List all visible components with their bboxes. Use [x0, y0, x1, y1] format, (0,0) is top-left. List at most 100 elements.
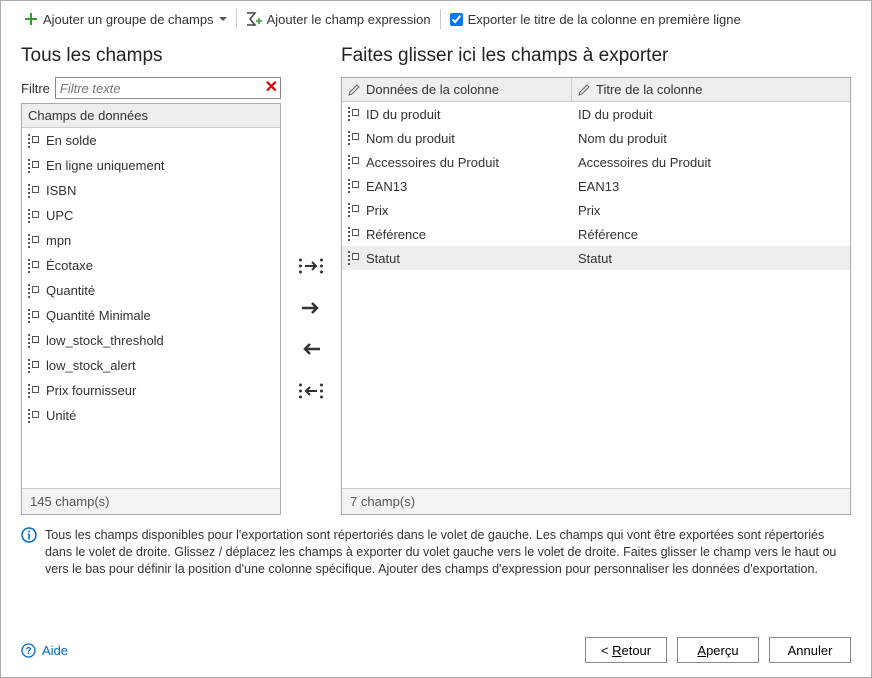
drag-handle-icon[interactable]	[28, 284, 40, 298]
drag-handle-icon[interactable]	[28, 259, 40, 273]
right-header: Données de la colonne Titre de la colonn…	[342, 78, 850, 102]
right-panel: Faites glisser ici les champs à exporter…	[341, 45, 851, 515]
col-title-label: Titre de la colonne	[596, 82, 702, 97]
export-title-checkbox-wrap[interactable]: Exporter le titre de la colonne en premi…	[447, 10, 744, 29]
row-data-label: Référence	[366, 227, 426, 242]
row-title-label: Référence	[578, 227, 638, 242]
pencil-icon	[348, 84, 360, 96]
list-item-label: mpn	[46, 233, 71, 248]
drag-handle-icon[interactable]	[348, 155, 360, 169]
row-title-label: Prix	[578, 203, 600, 218]
export-title-label: Exporter le titre de la colonne en premi…	[468, 12, 741, 27]
main-area: Tous les champs Filtre ✕ Champs de donné…	[1, 35, 871, 515]
row-title-label: Accessoires du Produit	[578, 155, 711, 170]
drag-handle-icon[interactable]	[348, 107, 360, 121]
left-group-header: Champs de données	[22, 104, 280, 128]
list-item[interactable]: Unité	[22, 403, 280, 428]
row-data-label: Accessoires du Produit	[366, 155, 499, 170]
list-item-label: Prix fournisseur	[46, 383, 136, 398]
drag-handle-icon[interactable]	[28, 359, 40, 373]
table-row[interactable]: ID du produitID du produit	[342, 102, 850, 126]
info-text: Tous les champs disponibles pour l'expor…	[45, 527, 851, 578]
cancel-button[interactable]: Annuler	[769, 637, 851, 663]
table-row[interactable]: EAN13 EAN13	[342, 174, 850, 198]
row-data-label: EAN13	[366, 179, 407, 194]
help-link[interactable]: ? Aide	[21, 643, 68, 658]
row-title-label: Statut	[578, 251, 612, 266]
left-list-body[interactable]: En solde En ligne uniquement ISBN UPC mpn Éco…	[22, 128, 280, 488]
left-panel-title: Tous les champs	[21, 45, 281, 67]
list-item-label: Unité	[46, 408, 76, 423]
list-item-label: En ligne uniquement	[46, 158, 165, 173]
row-data-label: Nom du produit	[366, 131, 455, 146]
drag-handle-icon[interactable]	[348, 203, 360, 217]
row-data-label: Statut	[366, 251, 400, 266]
list-item[interactable]: mpn	[22, 228, 280, 253]
drag-handle-icon[interactable]	[28, 409, 40, 423]
transfer-buttons	[281, 45, 341, 515]
list-item-label: UPC	[46, 208, 73, 223]
left-listbox: Champs de données En solde En ligne uniqu…	[21, 103, 281, 515]
clear-filter-icon[interactable]: ✕	[265, 79, 278, 97]
drag-handle-icon[interactable]	[28, 209, 40, 223]
list-item[interactable]: low_stock_threshold	[22, 328, 280, 353]
help-label: Aide	[42, 643, 68, 658]
list-item-label: Écotaxe	[46, 258, 93, 273]
row-title-label: EAN13	[578, 179, 619, 194]
table-row[interactable]: Accessoires du Produit Accessoires du Pro…	[342, 150, 850, 174]
preview-button[interactable]: Aperçu	[677, 637, 759, 663]
list-item[interactable]: En ligne uniquement	[22, 153, 280, 178]
table-row[interactable]: Nom du produit Nom du produit	[342, 126, 850, 150]
back-button[interactable]: < Retour	[585, 637, 667, 663]
drag-handle-icon[interactable]	[348, 251, 360, 265]
toolbar-divider	[440, 9, 441, 29]
drag-handle-icon[interactable]	[28, 184, 40, 198]
drag-handle-icon[interactable]	[28, 134, 40, 148]
list-item[interactable]: Quantité Minimale	[22, 303, 280, 328]
right-list-body[interactable]: ID du produitID du produitNom du produit…	[342, 102, 850, 488]
list-item[interactable]: low_stock_alert	[22, 353, 280, 378]
add-expression-field-button[interactable]: Ajouter le champ expression	[243, 10, 434, 29]
list-item-label: low_stock_threshold	[46, 333, 164, 348]
plus-icon	[24, 12, 38, 26]
export-title-checkbox[interactable]	[450, 13, 463, 26]
list-item-label: Quantité	[46, 283, 95, 298]
filter-input[interactable]	[56, 79, 280, 98]
drag-handle-icon[interactable]	[348, 179, 360, 193]
list-item[interactable]: En solde	[22, 128, 280, 153]
right-header-col-data[interactable]: Données de la colonne	[342, 78, 572, 101]
right-header-col-title[interactable]: Titre de la colonne	[572, 78, 850, 101]
drag-handle-icon[interactable]	[348, 131, 360, 145]
list-item[interactable]: Prix fournisseur	[22, 378, 280, 403]
list-item[interactable]: UPC	[22, 203, 280, 228]
filter-input-wrap: ✕	[55, 77, 281, 99]
pencil-icon	[578, 84, 590, 96]
drag-handle-icon[interactable]	[28, 334, 40, 348]
move-all-right-button[interactable]	[298, 257, 324, 278]
button-row: < Retour Aperçu Annuler	[585, 637, 851, 663]
right-footer: 7 champ(s)	[342, 488, 850, 514]
drag-handle-icon[interactable]	[28, 234, 40, 248]
col-data-label: Données de la colonne	[366, 82, 499, 97]
drag-handle-icon[interactable]	[28, 159, 40, 173]
toolbar: Ajouter un groupe de champs Ajouter le c…	[1, 1, 871, 35]
list-item[interactable]: Écotaxe	[22, 253, 280, 278]
right-panel-title: Faites glisser ici les champs à exporter	[341, 45, 851, 67]
table-row[interactable]: Référence Référence	[342, 222, 850, 246]
move-all-left-button[interactable]	[298, 382, 324, 403]
table-row[interactable]: Statut Statut	[342, 246, 850, 270]
list-item[interactable]: Quantité	[22, 278, 280, 303]
add-field-group-button[interactable]: Ajouter un groupe de champs	[21, 10, 230, 29]
chevron-down-icon	[219, 15, 227, 23]
drag-handle-icon[interactable]	[348, 227, 360, 241]
list-item-label: ISBN	[46, 183, 76, 198]
filter-label: Filtre	[21, 81, 50, 96]
drag-handle-icon[interactable]	[28, 384, 40, 398]
move-left-button[interactable]	[300, 341, 322, 360]
move-right-button[interactable]	[300, 300, 322, 319]
drag-handle-icon[interactable]	[28, 309, 40, 323]
list-item[interactable]: ISBN	[22, 178, 280, 203]
table-row[interactable]: PrixPrix	[342, 198, 850, 222]
row-title-label: Nom du produit	[578, 131, 667, 146]
list-item-label: low_stock_alert	[46, 358, 136, 373]
